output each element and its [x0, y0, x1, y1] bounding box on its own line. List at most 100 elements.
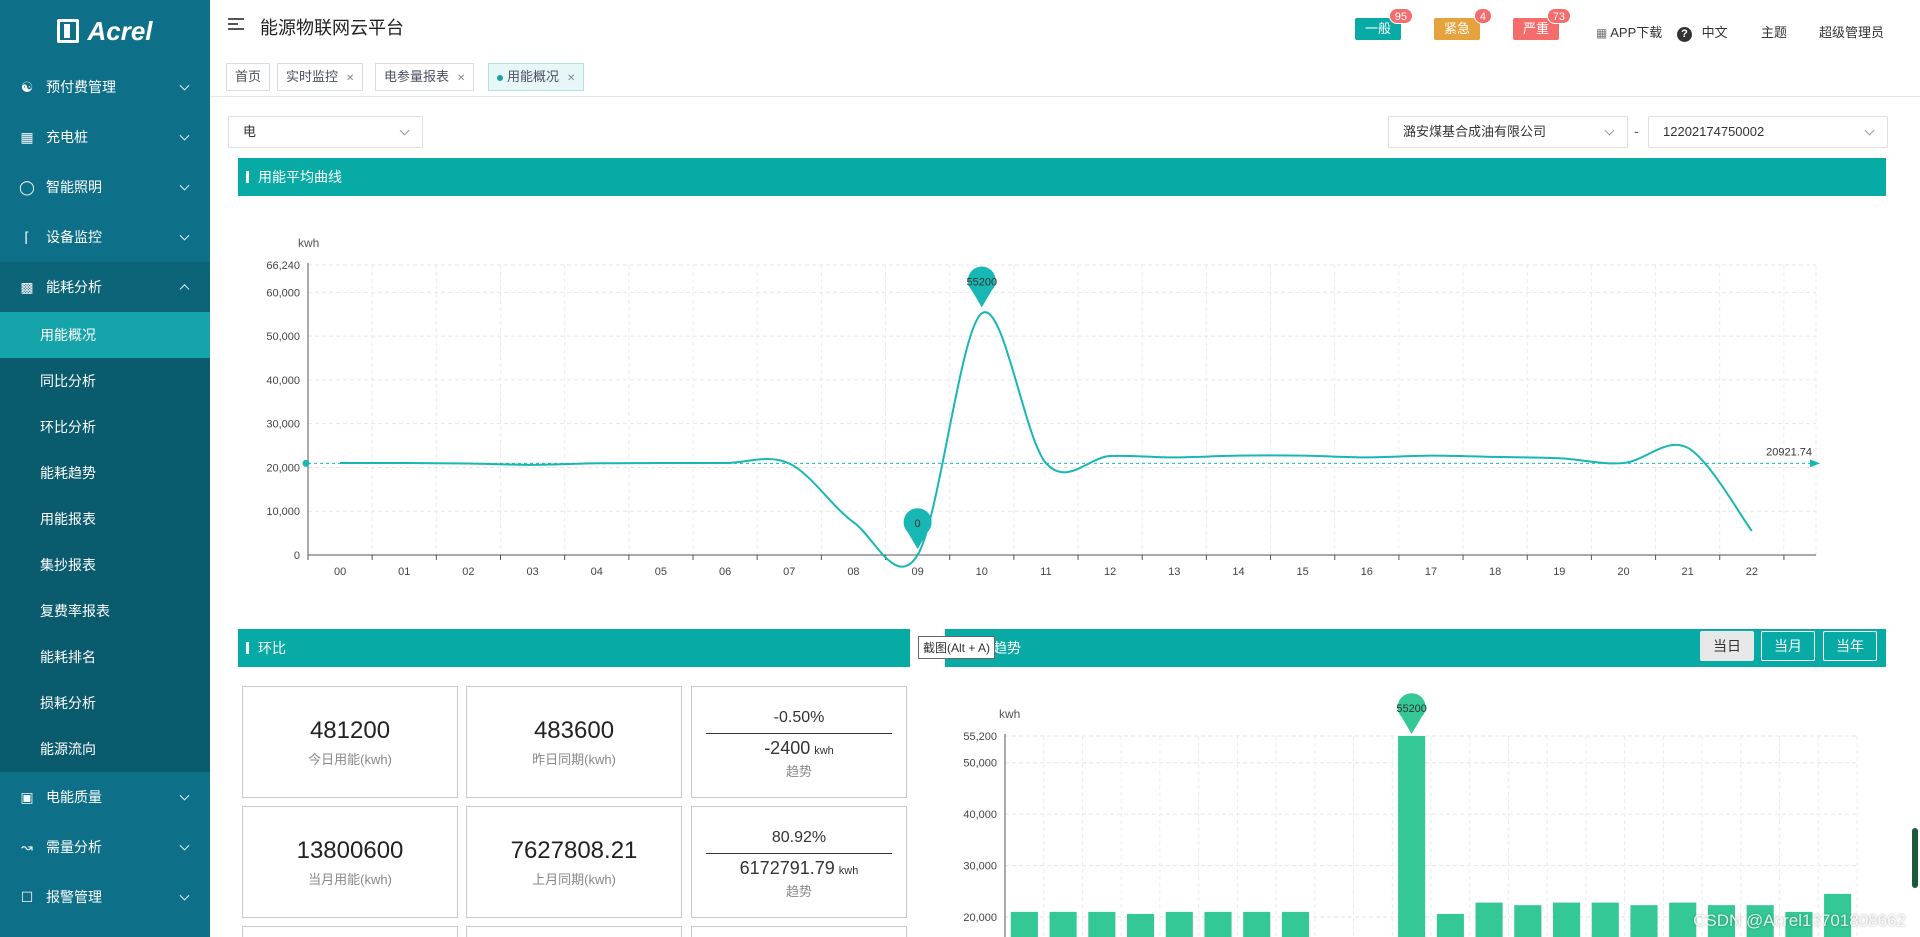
theme-link[interactable]: 主题: [1761, 25, 1788, 40]
chevron-down-icon: [179, 230, 190, 241]
logo-text: Acrel: [87, 15, 153, 46]
app-download-label: APP下载: [1610, 25, 1663, 40]
watermark: CSDN @Acrel13701808662: [1693, 911, 1906, 930]
close-icon[interactable]: ✕: [567, 73, 576, 84]
usage-series-line: [340, 311, 1753, 568]
sidebar-subitem-collect-report[interactable]: 集抄报表: [40, 557, 96, 573]
sidebar-item-demand[interactable]: ↝ 需量分析: [0, 822, 210, 872]
alarm-urgent[interactable]: 紧急 4: [1434, 8, 1493, 40]
y-tick-label: 10,000: [266, 506, 300, 518]
brand-logo[interactable]: Acrel: [0, 0, 210, 62]
month-trend-diff: 6172791.79: [739, 858, 835, 878]
x-tick-label: 22: [1746, 566, 1758, 578]
y-tick-label: 30,000: [963, 861, 997, 873]
month-trend-card: 80.92% 6172791.79 kwh 趋势: [691, 806, 907, 918]
alarm-general[interactable]: 一般 95: [1355, 8, 1414, 40]
day-trend-card: -0.50% -2400 kwh 趋势: [691, 686, 907, 798]
sidebar-subitem-mom[interactable]: 环比分析: [40, 419, 96, 435]
y-tick-label: 20,000: [963, 912, 997, 924]
meter-select[interactable]: 12202174750002: [1648, 116, 1888, 148]
close-icon[interactable]: ✕: [346, 73, 355, 84]
sidebar-item-alarm[interactable]: ☐ 报警管理: [0, 872, 210, 922]
y-tick-label: 55,200: [963, 731, 997, 743]
last-month-usage-label: 上月同期(kwh): [532, 872, 616, 887]
chevron-down-icon: [1604, 125, 1615, 136]
x-tick-label: 04: [591, 566, 603, 578]
scrollbar[interactable]: [1912, 828, 1918, 888]
user-menu[interactable]: 超级管理员: [1819, 25, 1885, 40]
sidebar-item-label: 智能照明: [46, 179, 102, 195]
sidebar-subitem-loss[interactable]: 损耗分析: [40, 695, 96, 711]
year-usage-card: [242, 926, 458, 937]
avg-curve-chart: kwh 0 10,000 20,000 30,000 40,000 50,000 60,000…: [266, 236, 1820, 578]
period-month-button[interactable]: 当月: [1761, 631, 1815, 661]
ring-panel-title: 环比: [238, 629, 910, 667]
usage-bar: [1165, 911, 1193, 937]
max-marker-label: 55200: [966, 276, 997, 288]
sidebar-item-energy-analysis[interactable]: ▩ 能耗分析: [0, 262, 210, 312]
tab-label: 电参量报表: [384, 69, 450, 84]
company-value: 潞安煤基合成油有限公司: [1403, 124, 1547, 139]
menu-toggle-icon[interactable]: [228, 18, 244, 30]
tab-param-report[interactable]: 电参量报表 ✕: [375, 63, 475, 91]
close-icon[interactable]: ✕: [457, 73, 466, 84]
x-tick-label: 11: [1040, 566, 1051, 578]
x-tick-label: 19: [1553, 566, 1565, 578]
x-tick-label: 15: [1297, 566, 1309, 578]
sidebar-item-charging[interactable]: ▦ 充电桩: [0, 112, 210, 162]
energy-type-select[interactable]: 电: [228, 116, 423, 148]
bar-max-marker-pin: [1397, 693, 1426, 734]
tab-home[interactable]: 首页: [226, 63, 271, 91]
sidebar-subitem-yoy[interactable]: 同比分析: [40, 373, 96, 389]
avg-curve-panel-title: 用能平均曲线: [238, 158, 1886, 196]
tab-realtime[interactable]: 实时监控 ✕: [277, 63, 364, 91]
usage-bar: [1398, 736, 1426, 937]
period-year-button[interactable]: 当年: [1823, 631, 1877, 661]
sidebar-subitem-ranking[interactable]: 能耗排名: [40, 649, 96, 665]
sidebar-subitem-overview[interactable]: 用能概况: [0, 312, 210, 358]
trend-icon: ↝: [21, 838, 33, 855]
sidebar-item-lighting[interactable]: ◯ 智能照明: [0, 162, 210, 212]
x-tick-label: 01: [398, 566, 410, 578]
y-tick-label: 40,000: [266, 375, 300, 387]
month-usage-value: 13800600: [296, 837, 404, 864]
sidebar-subitem-flow[interactable]: 能源流向: [40, 741, 96, 757]
language-switch[interactable]: ? 中文: [1677, 22, 1728, 42]
sidebar-subitem-report[interactable]: 用能报表: [40, 511, 96, 527]
logo-icon: [57, 19, 80, 43]
tab-energy-overview[interactable]: 用能概况 ✕: [488, 63, 585, 91]
chevron-down-icon: [179, 80, 190, 91]
sidebar-item-label: 预付费管理: [46, 79, 116, 95]
sidebar-item-power-quality[interactable]: ▣ 电能质量: [0, 772, 210, 822]
y-tick-label: 50,000: [963, 758, 997, 770]
sidebar-item-prepaid[interactable]: ☯ 预付费管理: [0, 62, 210, 112]
range-separator: -: [1634, 123, 1639, 139]
x-tick-label: 00: [334, 566, 346, 578]
yesterday-usage-card: 483600 昨日同期(kwh): [466, 686, 682, 798]
sidebar-item-device-monitor[interactable]: ⌈ 设备监控: [0, 212, 210, 262]
max-marker-pin: [967, 266, 996, 308]
sidebar-subitem-tariff-report[interactable]: 复费率报表: [40, 603, 110, 619]
sidebar-item-label: 电能质量: [46, 789, 102, 805]
chevron-up-icon: [179, 284, 190, 295]
alarm-severe[interactable]: 严重 73: [1513, 8, 1572, 40]
tab-bar: 首页 实时监控 ✕ 电参量报表 ✕ 用能概况 ✕: [210, 55, 1920, 97]
alarm-general-label: 一般: [1355, 18, 1402, 40]
app-download-link[interactable]: ▦ APP下载: [1596, 22, 1662, 41]
y-tick-label: 20,000: [266, 462, 300, 474]
sidebar-subitem-trend[interactable]: 能耗趋势: [40, 465, 96, 481]
period-day-button[interactable]: 当日: [1700, 631, 1754, 661]
x-tick-label: 07: [783, 566, 795, 578]
tab-label: 用能概况: [507, 69, 560, 84]
year-trend-card: [691, 926, 907, 937]
usage-bar: [1824, 893, 1852, 937]
company-select[interactable]: 潞安煤基合成油有限公司: [1388, 116, 1628, 148]
month-trend-percent: 80.92%: [771, 829, 827, 846]
tower-icon: ⌈: [24, 228, 30, 245]
bar-max-marker-label: 55200: [1396, 703, 1427, 715]
x-tick-label: 09: [911, 566, 923, 578]
meter-value: 12202174750002: [1663, 124, 1765, 139]
usage-bar: [1204, 911, 1232, 937]
x-tick-label: 02: [462, 566, 474, 578]
energy-type-value: 电: [243, 124, 257, 139]
